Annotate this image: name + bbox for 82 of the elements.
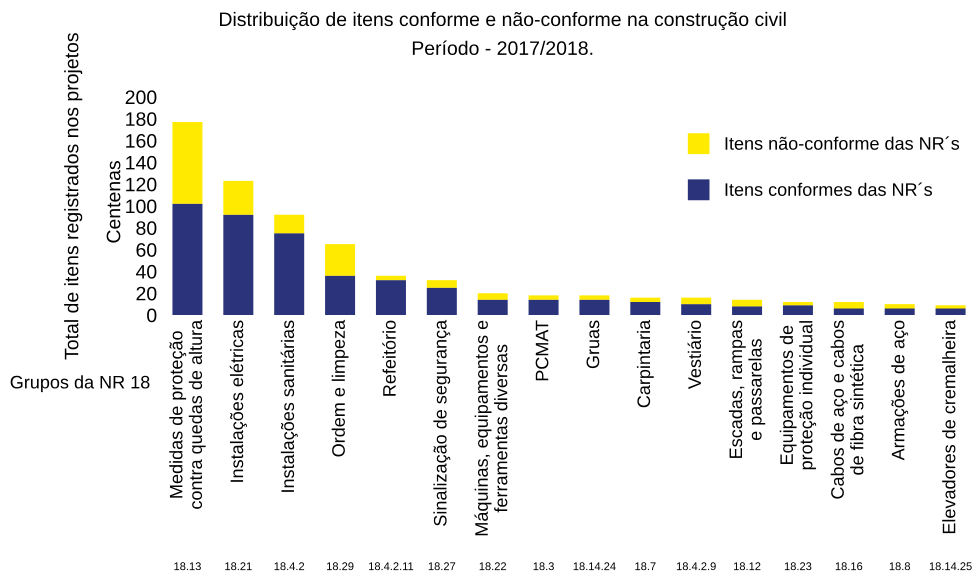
text: 18.3 bbox=[534, 562, 554, 570]
x-tick-label: Instalações sanitárias bbox=[280, 320, 298, 492]
bar bbox=[426, 280, 457, 288]
y-tick-label: 20 bbox=[136, 286, 156, 300]
bar bbox=[834, 308, 864, 316]
text: 18.14.24 bbox=[574, 562, 616, 570]
text: 18.7 bbox=[635, 562, 656, 570]
y-tick-label: 200 bbox=[126, 90, 156, 104]
x-tick-label: PCMAT bbox=[536, 320, 548, 380]
y-tick-label: 120 bbox=[126, 178, 156, 192]
text: 18.21 bbox=[225, 562, 252, 570]
bar bbox=[274, 214, 304, 234]
bar bbox=[681, 304, 712, 316]
text: 18.8 bbox=[890, 562, 910, 570]
bar bbox=[782, 302, 813, 306]
bar bbox=[681, 298, 712, 304]
x-tick-label: Gruas bbox=[586, 320, 600, 368]
legend-label: Itens não-conforme das NR´s bbox=[726, 136, 960, 150]
bar bbox=[782, 305, 813, 316]
x-tick-label: Medidas de proteção contra quedas de altura bbox=[169, 320, 206, 509]
text: 18.27 bbox=[428, 562, 456, 570]
bar bbox=[274, 233, 304, 316]
text: 18.22 bbox=[480, 562, 506, 570]
x-tick-label: Ordem e limpeza bbox=[332, 320, 348, 457]
x-tick-label: Sinalização de segurança bbox=[433, 320, 450, 526]
bar bbox=[884, 308, 915, 316]
bar bbox=[630, 298, 660, 302]
x-tick-label: Cabos de aço e cabos de fibra sintética bbox=[830, 320, 864, 499]
x-tick-label: Vestiário bbox=[688, 320, 702, 390]
y-tick-label: 180 bbox=[126, 112, 156, 126]
bar bbox=[936, 308, 966, 316]
y-tick-label: 60 bbox=[136, 243, 156, 257]
bar bbox=[376, 276, 406, 280]
bar bbox=[732, 306, 762, 316]
text: 18.16 bbox=[836, 562, 862, 570]
chart-subtitle: Período - 2017/2018. bbox=[412, 40, 592, 56]
y-tick-label: 40 bbox=[136, 264, 156, 279]
bar bbox=[223, 214, 254, 316]
bar bbox=[325, 276, 356, 316]
bar bbox=[376, 280, 406, 316]
text: 18.4.2.11 bbox=[369, 562, 414, 570]
text: Centenas bbox=[106, 161, 120, 243]
y-tick-label: 80 bbox=[136, 221, 156, 236]
y-tick-label: 140 bbox=[126, 156, 156, 170]
bar bbox=[579, 300, 610, 316]
text: 18.4.2.9 bbox=[676, 562, 716, 570]
x-tick-label: Armações de aço bbox=[891, 320, 908, 460]
bar bbox=[579, 295, 610, 300]
bar bbox=[528, 300, 559, 316]
x-tick-label: Máquinas, equipamentos e ferramentas diversas bbox=[474, 320, 508, 536]
bar bbox=[732, 300, 762, 306]
y-axis-title: Total de itens registrados nos projetos bbox=[64, 33, 82, 360]
text: Grupos da NR 18 bbox=[10, 375, 150, 392]
bar bbox=[478, 293, 508, 300]
text: 18.4.2 bbox=[274, 562, 304, 570]
text: 18.12 bbox=[734, 562, 760, 570]
bar bbox=[426, 288, 457, 316]
bar bbox=[325, 244, 356, 276]
bar bbox=[172, 122, 202, 204]
x-tick-label: Equipamentos de proteção individual bbox=[780, 321, 816, 470]
x-tick-label: Elevadores de cremalheira bbox=[942, 320, 956, 534]
x-tick-label: Refeitório bbox=[382, 320, 396, 396]
y-tick-label: 0 bbox=[147, 308, 156, 322]
bar bbox=[630, 302, 660, 316]
bar bbox=[936, 305, 966, 308]
bar bbox=[172, 204, 202, 316]
x-tick-label: Instalações elétricas bbox=[230, 320, 247, 482]
text: 18.23 bbox=[784, 562, 812, 570]
bar bbox=[834, 302, 864, 308]
bar bbox=[884, 304, 915, 308]
chart-title: Distribuição de itens conforme e não-conforme na construção civil bbox=[220, 12, 786, 30]
x-tick-label: Escadas, rampas e passarelas bbox=[728, 320, 766, 458]
bar bbox=[528, 295, 559, 300]
bar bbox=[223, 180, 254, 215]
bar bbox=[478, 300, 508, 316]
text: 18.14.25 bbox=[930, 562, 972, 570]
legend-label: Itens conformes das NR´s bbox=[726, 182, 932, 196]
y-tick-label: 160 bbox=[126, 134, 156, 148]
text: 18.29 bbox=[327, 562, 354, 570]
x-tick-label: Carpintaria bbox=[636, 320, 654, 408]
y-tick-label: 100 bbox=[126, 199, 156, 214]
text: 18.13 bbox=[174, 562, 201, 570]
